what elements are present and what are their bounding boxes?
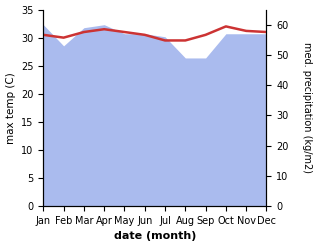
Y-axis label: med. precipitation (kg/m2): med. precipitation (kg/m2)	[302, 42, 313, 173]
Y-axis label: max temp (C): max temp (C)	[5, 72, 16, 144]
X-axis label: date (month): date (month)	[114, 231, 196, 242]
